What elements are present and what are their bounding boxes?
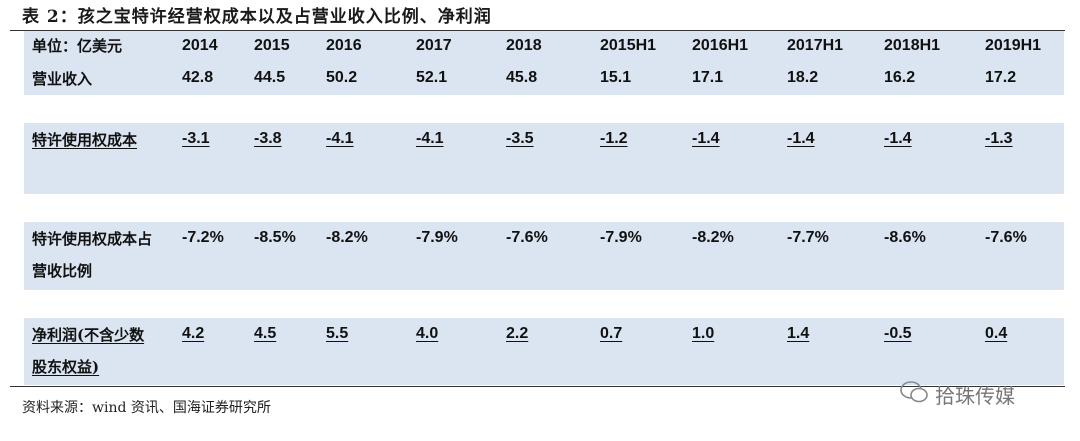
table-cell: 15.1 <box>600 69 632 86</box>
table-cell: 4.2 <box>182 325 205 342</box>
header-label: 单位：亿美元 <box>32 37 123 55</box>
table-cell: -7.6% <box>506 229 548 246</box>
table-cell: 17.2 <box>985 69 1017 86</box>
table-cell: 2.2 <box>506 325 529 342</box>
table-cell: 1.0 <box>692 325 715 342</box>
table-cell: 17.1 <box>692 69 724 86</box>
watermark: 拾珠传媒 <box>935 384 1015 408</box>
header-cell: 2015 <box>254 37 290 54</box>
table-cell: -4.1 <box>416 130 444 147</box>
table-cell: -3.1 <box>182 130 210 147</box>
header-cell: 2015H1 <box>600 37 657 54</box>
bottom-rule <box>10 386 1065 387</box>
row-band <box>24 62 1064 95</box>
table-cell: -1.4 <box>787 130 815 147</box>
table-title: 表 2：孩之宝特许经营权成本以及占营业收入比例、净利润 <box>22 7 492 27</box>
table-cell: -7.2% <box>182 229 224 246</box>
table-cell: 44.5 <box>254 69 286 86</box>
table-cell: 18.2 <box>787 69 819 86</box>
header-band <box>24 31 1064 62</box>
table-cell: 50.2 <box>326 69 358 86</box>
table-cell: 0.7 <box>600 325 623 342</box>
row-label: 特许使用权成本占营收比例 <box>32 230 153 280</box>
table-cell: -1.4 <box>692 130 720 147</box>
table-cell: -8.5% <box>254 229 296 246</box>
table-cell: -7.9% <box>416 229 458 246</box>
table-cell: -1.2 <box>600 130 628 147</box>
table-cell: 4.5 <box>254 325 277 342</box>
table-cell: -3.8 <box>254 130 282 147</box>
table-cell: -7.7% <box>787 229 829 246</box>
header-cell: 2017 <box>416 37 452 54</box>
table-cell: 1.4 <box>787 325 810 342</box>
row-label: 净利润(不含少数股东权益) <box>32 326 145 376</box>
table-cell: 45.8 <box>506 69 538 86</box>
table-cell: -1.3 <box>985 130 1013 147</box>
table-cell: 52.1 <box>416 69 448 86</box>
row-band <box>24 318 1064 385</box>
table-cell: -8.2% <box>692 229 734 246</box>
header-cell: 2018 <box>506 37 542 54</box>
table-cell: 42.8 <box>182 69 214 86</box>
header-cell: 2018H1 <box>884 37 941 54</box>
source-note: 资料来源：wind 资讯、国海证券研究所 <box>22 400 271 416</box>
table-cell: 4.0 <box>416 325 439 342</box>
header-cell: 2019H1 <box>985 37 1042 54</box>
header-cell: 2016H1 <box>692 37 749 54</box>
table-cell: -7.6% <box>985 229 1027 246</box>
row-band <box>24 222 1064 290</box>
table-cell: 5.5 <box>326 325 349 342</box>
header-cell: 2017H1 <box>787 37 844 54</box>
table-cell: -0.5 <box>884 325 912 342</box>
table-cell: 16.2 <box>884 69 916 86</box>
row-band <box>24 123 1064 194</box>
watermark-icon <box>900 381 928 403</box>
table-cell: 0.4 <box>985 325 1008 342</box>
table-cell: -3.5 <box>506 130 534 147</box>
table-cell: -8.2% <box>326 229 368 246</box>
table-cell: -7.9% <box>600 229 642 246</box>
table-cell: -1.4 <box>884 130 912 147</box>
header-cell: 2014 <box>182 37 218 54</box>
row-label: 营业收入 <box>32 70 93 88</box>
table-cell: -8.6% <box>884 229 926 246</box>
header-cell: 2016 <box>326 37 362 54</box>
table-cell: -4.1 <box>326 130 354 147</box>
row-label: 特许使用权成本 <box>32 131 138 149</box>
top-rule <box>10 30 1065 31</box>
